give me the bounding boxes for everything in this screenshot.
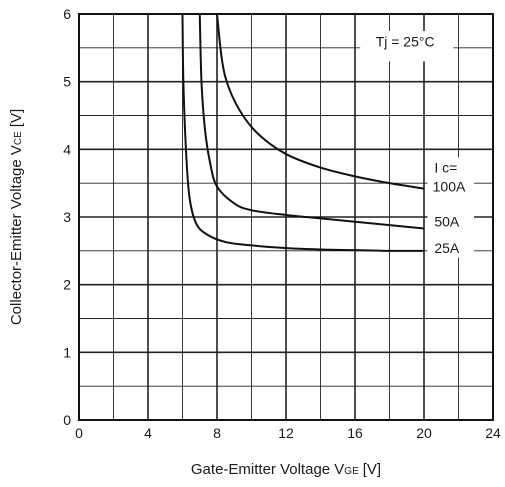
x-axis-title-main: Gate-Emitter Voltage V [191,461,344,478]
condition-label: Tj = 25°C [376,33,435,49]
x-tick-label: 20 [416,425,432,441]
x-axis-title-unit: [V] [363,461,381,478]
x-tick-label: 4 [144,425,152,441]
y-tick-label: 1 [63,344,71,360]
y-axis-title: Collector-Emitter Voltage VCE [V] [8,109,25,325]
legend-title: I c= [434,159,457,175]
y-tick-label: 3 [63,209,71,225]
x-tick-label: 24 [485,425,501,441]
condition-annotation: Tj = 25°C [360,30,454,62]
x-tick-label: 12 [278,425,294,441]
legend-annotation: I c= 100A 50A 25A [427,157,475,258]
x-axis-title-subscript: GE [344,466,359,477]
y-tick-label: 2 [63,277,71,293]
y-tick-label: 0 [63,412,71,428]
x-axis-title: Gate-Emitter Voltage VGE [V] [191,461,381,478]
series-label-25a: 25A [434,240,460,256]
series-curve-50a [198,13,425,230]
y-axis-title-subscript: CE [13,131,24,145]
plot-frame [78,13,494,421]
x-tick-label: 0 [75,425,83,441]
x-tick-label: 16 [347,425,363,441]
x-tick-label: 8 [213,425,221,441]
series-curve-100a [216,13,425,190]
series-label-100a: 100A [433,178,466,194]
y-tick-label: 4 [63,141,71,157]
series-curves [181,13,425,252]
y-axis-title-main: Collector-Emitter Voltage V [8,145,25,325]
y-axis-title-unit: [V] [8,109,25,127]
y-tick-label: 5 [63,74,71,90]
series-label-50a: 50A [434,213,460,229]
y-tick-label: 6 [63,6,71,22]
series-curve-25a [181,13,425,252]
